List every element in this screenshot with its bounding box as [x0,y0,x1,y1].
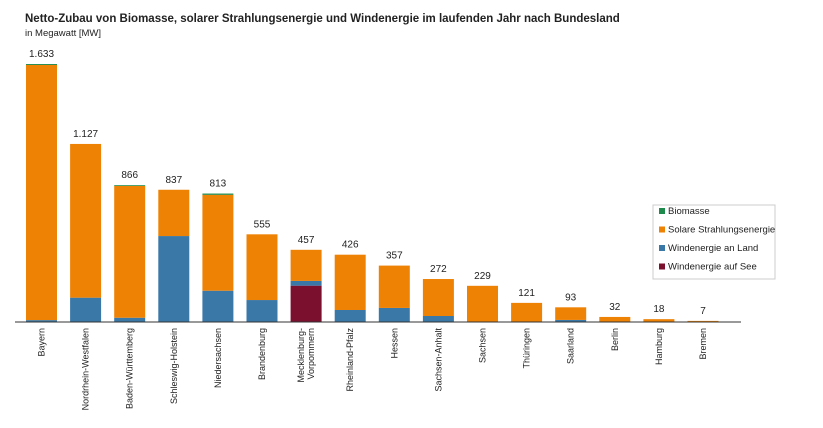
total-label: 837 [165,175,182,186]
category-label: Berlin [610,328,620,351]
total-label: 32 [609,302,621,313]
total-label: 93 [565,292,577,303]
bar-segment [643,319,675,322]
total-label: 357 [386,251,403,262]
bar-segment [378,265,410,308]
bar-segment [511,302,543,322]
legend-swatch [659,226,665,233]
total-label: 1.127 [73,129,98,140]
category-label: Niedersachsen [213,328,223,388]
bar-segment [246,300,278,322]
total-label: 426 [342,240,359,251]
category-label: Vorpommern [306,328,316,380]
total-label: 457 [298,235,315,246]
bar-segment [70,143,102,298]
category-label: Brandenburg [257,328,267,380]
category-label: Sachsen [478,328,488,363]
category-label: Mecklenburg- [296,328,306,383]
bar-segment [202,290,234,322]
legend-label: Windenergie an Land [668,243,758,254]
bar-segment [202,194,234,291]
total-label: 18 [653,304,665,315]
total-label: 866 [121,170,138,181]
bar-segment [334,254,366,310]
total-label: 121 [518,288,535,299]
total-label: 7 [700,306,706,317]
category-label: Baden-Württemberg [125,328,135,409]
bar-segment [290,285,322,322]
bar-segment [26,64,57,321]
bar-segment [114,185,146,186]
legend-label: Biomasse [668,206,710,217]
category-label: Nordrhein-Westfalen [81,328,91,410]
category-label: Rheinland-Pfalz [345,328,355,392]
total-label: 272 [430,264,447,275]
legend-label: Windenergie auf See [668,262,757,273]
legend-label: Solare Strahlungsenergie [668,225,775,236]
bar-segment [334,309,366,322]
legend-swatch [659,263,665,270]
bar-segment [202,193,234,195]
bar-segment [26,320,57,322]
total-label: 813 [210,179,227,190]
bar-segment [555,307,587,320]
total-label: 555 [254,219,271,230]
total-label: 1.633 [29,49,54,60]
bar-segment [246,234,278,301]
total-label: 229 [474,271,491,282]
category-label: Schleswig-Holstein [169,328,179,404]
bar-segment [467,285,498,322]
bar-segment [158,189,190,237]
bar-segment [26,64,57,65]
legend-swatch [659,245,665,251]
legend: Biomasse Solare Strahlungsenergie Windener… [652,204,776,280]
legend-swatch [659,208,665,214]
bar-segment [290,280,322,286]
bar-segment [599,316,631,322]
bar-segment [158,236,190,322]
category-label: Sachsen-Anhalt [433,328,443,392]
bar-segment [290,249,322,281]
category-label: Thüringen [522,328,532,369]
bar-segment [422,315,454,322]
bar-segment [114,185,146,318]
chart-title: Netto-Zubau von Biomasse, solarer Strahl… [25,13,620,25]
category-label: Bayern [37,328,47,357]
bar-segment [70,297,102,322]
chart-subtitle: in Megawatt [MW] [25,28,101,39]
bar-segment [422,279,454,316]
legend-box [652,204,776,280]
bar-segment [114,317,146,322]
bar-segment [687,320,719,322]
category-label: Bremen [698,328,708,360]
bar-segment [555,319,587,322]
bar-segment [378,307,410,322]
category-label: Saarland [566,328,576,364]
category-label: Hamburg [654,328,664,365]
category-label: Hessen [389,328,399,359]
